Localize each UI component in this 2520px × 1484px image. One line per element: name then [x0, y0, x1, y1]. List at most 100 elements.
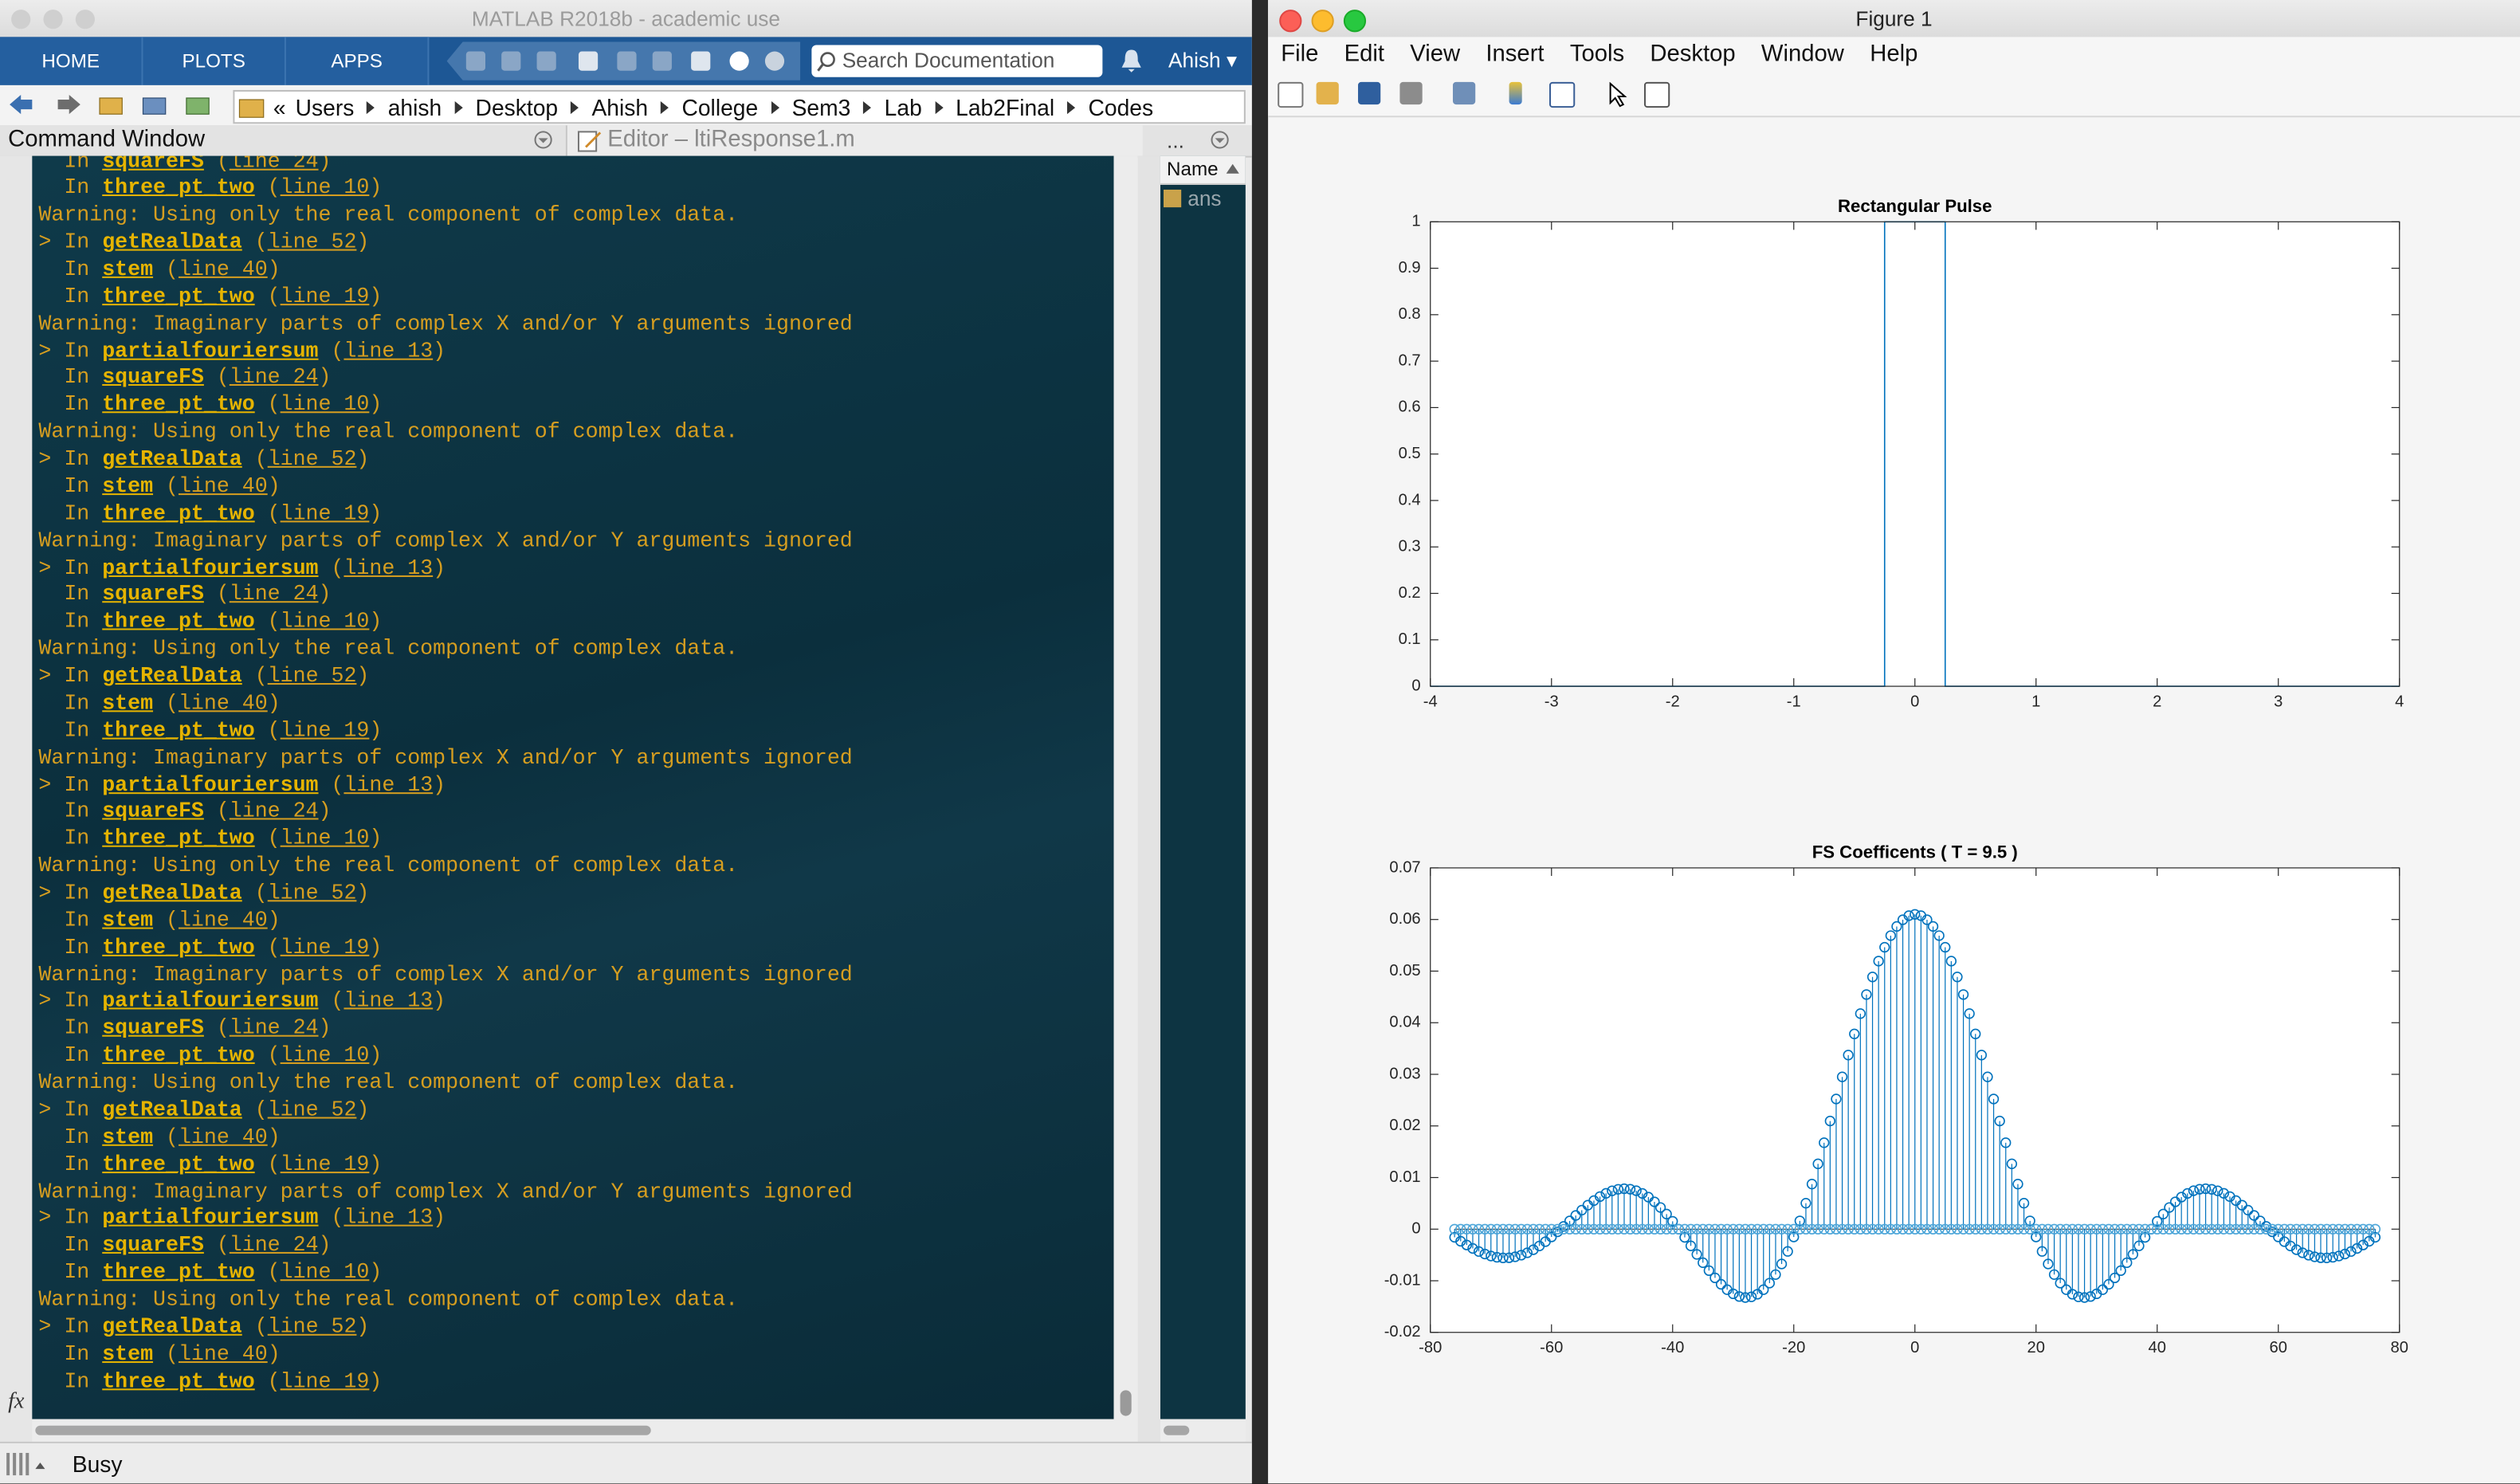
link[interactable]: line 19: [280, 501, 370, 526]
link[interactable]: line 40: [178, 257, 268, 281]
path-segment[interactable]: College: [648, 94, 758, 120]
link[interactable]: squareFS: [102, 799, 204, 824]
link[interactable]: line 52: [267, 1097, 357, 1122]
menu-item[interactable]: Window: [1760, 41, 1844, 68]
link[interactable]: line 52: [267, 446, 357, 471]
tab[interactable]: APPS: [285, 37, 430, 85]
link[interactable]: line 52: [267, 230, 357, 254]
menu-item[interactable]: Edit: [1344, 41, 1385, 68]
tab[interactable]: PLOTS: [143, 37, 286, 85]
link[interactable]: line 19: [280, 717, 370, 743]
link[interactable]: getRealData: [102, 446, 242, 471]
link[interactable]: line 13: [343, 771, 434, 797]
link[interactable]: line 10: [280, 175, 370, 200]
path-segment[interactable]: Sem3: [758, 94, 851, 120]
link[interactable]: squareFS: [102, 582, 204, 607]
link[interactable]: line 24: [229, 799, 319, 824]
link[interactable]: getRealData: [102, 881, 242, 905]
menu-item[interactable]: File: [1281, 41, 1319, 68]
link[interactable]: three_pt_two: [102, 1260, 255, 1285]
link[interactable]: line 40: [178, 1341, 268, 1366]
command-window[interactable]: In squareFS (line 24) In three_pt_two (l…: [32, 155, 1114, 1419]
link[interactable]: three_pt_two: [102, 501, 255, 526]
link[interactable]: line 19: [280, 1368, 370, 1393]
path-segment[interactable]: ahish: [354, 94, 442, 120]
link[interactable]: three_pt_two: [102, 1152, 255, 1176]
tab[interactable]: HOME: [0, 37, 143, 85]
link[interactable]: stem: [102, 473, 154, 499]
link[interactable]: three_pt_two: [102, 717, 255, 743]
link[interactable]: three_pt_two: [102, 1043, 255, 1068]
link[interactable]: line 40: [178, 473, 268, 499]
link[interactable]: three_pt_two: [102, 284, 255, 308]
link[interactable]: line 10: [280, 1260, 370, 1285]
path-segment[interactable]: Lab: [850, 94, 922, 120]
link[interactable]: getRealData: [102, 663, 242, 689]
link[interactable]: stem: [102, 1125, 154, 1149]
path-segment[interactable]: Codes: [1054, 94, 1154, 120]
link[interactable]: line 13: [343, 1206, 434, 1231]
link[interactable]: line 19: [280, 1152, 370, 1176]
editor-tab[interactable]: Editor – ltiResponse1.m: [565, 125, 1143, 156]
link[interactable]: three_pt_two: [102, 392, 255, 417]
link[interactable]: stem: [102, 257, 154, 281]
menu-item[interactable]: Insert: [1486, 41, 1545, 68]
link[interactable]: partialfouriersum: [102, 771, 319, 797]
path-segment[interactable]: Users: [295, 93, 355, 120]
path-segment[interactable]: Ahish: [558, 94, 648, 120]
link[interactable]: line 24: [229, 1016, 319, 1041]
link[interactable]: stem: [102, 908, 154, 932]
link[interactable]: partialfouriersum: [102, 338, 319, 363]
link[interactable]: squareFS: [102, 1016, 204, 1041]
menu-item[interactable]: Desktop: [1650, 41, 1736, 68]
workspace-menu[interactable]: ...: [1167, 128, 1184, 153]
minimize-button[interactable]: [1311, 10, 1334, 33]
link[interactable]: line 10: [280, 826, 370, 851]
link[interactable]: line 40: [178, 690, 268, 716]
link[interactable]: getRealData: [102, 1314, 242, 1339]
link[interactable]: line 24: [229, 155, 319, 173]
link[interactable]: line 19: [280, 935, 370, 960]
link[interactable]: stem: [102, 1341, 154, 1366]
link[interactable]: line 10: [280, 1043, 370, 1068]
link[interactable]: line 40: [178, 908, 268, 932]
menu-item[interactable]: Help: [1870, 41, 1918, 68]
user-menu[interactable]: Ahish ▾: [1168, 48, 1238, 73]
link[interactable]: three_pt_two: [102, 609, 255, 634]
link[interactable]: partialfouriersum: [102, 555, 319, 580]
link[interactable]: getRealData: [102, 1097, 242, 1122]
link[interactable]: line 13: [343, 989, 434, 1014]
link[interactable]: three_pt_two: [102, 935, 255, 960]
link[interactable]: line 13: [343, 555, 434, 580]
path-box[interactable]: « Users ahish Desktop Ahish College Sem3 Lab Lab…: [233, 89, 1246, 124]
link[interactable]: line 40: [178, 1125, 268, 1149]
link[interactable]: three_pt_two: [102, 826, 255, 851]
link[interactable]: line 10: [280, 609, 370, 634]
menu-item[interactable]: View: [1410, 41, 1461, 68]
link[interactable]: line 52: [267, 881, 357, 905]
link[interactable]: line 24: [229, 365, 319, 390]
menu-item[interactable]: Tools: [1569, 41, 1625, 68]
scrollbar[interactable]: [32, 1419, 1138, 1442]
link[interactable]: three_pt_two: [102, 175, 255, 200]
link[interactable]: line 13: [343, 338, 434, 363]
link[interactable]: getRealData: [102, 230, 242, 254]
path-segment[interactable]: Lab2Final: [922, 94, 1054, 120]
search-box[interactable]: Search Documentation: [811, 45, 1103, 77]
link[interactable]: squareFS: [102, 365, 204, 390]
link[interactable]: partialfouriersum: [102, 1206, 319, 1231]
link[interactable]: line 52: [267, 1314, 357, 1339]
close-button[interactable]: [1279, 10, 1302, 33]
scrollbar[interactable]: [1160, 1419, 1246, 1442]
link[interactable]: squareFS: [102, 155, 204, 173]
link[interactable]: line 24: [229, 1233, 319, 1258]
path-segment[interactable]: «: [273, 93, 286, 120]
zoom-button[interactable]: [1343, 10, 1367, 33]
scrollbar[interactable]: [1113, 155, 1138, 1419]
link[interactable]: line 24: [229, 582, 319, 607]
link[interactable]: squareFS: [102, 1233, 204, 1258]
link[interactable]: partialfouriersum: [102, 989, 319, 1014]
splitter[interactable]: [1137, 155, 1160, 1442]
link[interactable]: line 52: [267, 663, 357, 689]
link[interactable]: three_pt_two: [102, 1368, 255, 1393]
